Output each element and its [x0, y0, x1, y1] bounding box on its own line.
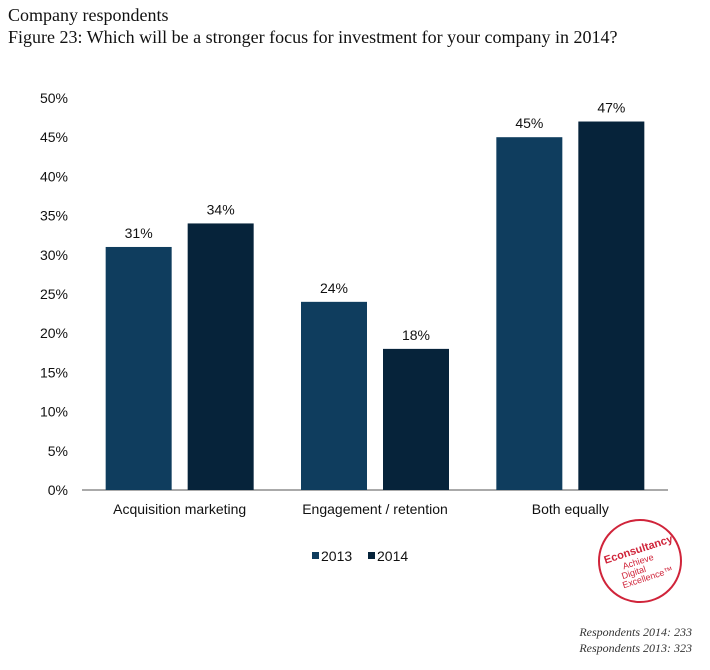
bar-2014	[187, 223, 254, 490]
y-tick-label: 20%	[40, 325, 68, 341]
bar-value-label: 31%	[125, 225, 153, 241]
y-tick-label: 0%	[48, 482, 68, 498]
legend-label-2014: 2014	[377, 548, 408, 564]
chart-title: Figure 23: Which will be a stronger focu…	[8, 27, 618, 47]
x-category-label: Both equally	[532, 501, 609, 517]
bar-2013	[496, 137, 563, 490]
bar-2013	[105, 246, 172, 490]
y-tick-label: 40%	[40, 168, 68, 184]
bar-2013	[301, 301, 367, 490]
y-tick-label: 25%	[40, 286, 68, 302]
legend-swatch-2013	[312, 552, 319, 559]
legend: 2013 2014	[312, 548, 408, 564]
respondents-note: Respondents 2014: 233 Respondents 2013: …	[579, 624, 692, 656]
logo-ring	[598, 519, 682, 603]
bar-2014	[383, 348, 449, 490]
y-axis: 0% 5% 10% 15% 20% 25% 30% 35% 40% 45% 50%	[40, 90, 68, 498]
chart-header: Company respondents Figure 23: Which wil…	[8, 4, 698, 48]
legend-swatch-2014	[368, 552, 375, 559]
x-axis-labels: Acquisition marketing Engagement / retent…	[113, 501, 609, 517]
legend-label-2013: 2013	[321, 548, 352, 564]
y-tick-label: 50%	[40, 90, 68, 106]
bar-value-label: 45%	[515, 115, 543, 131]
x-category-label: Engagement / retention	[302, 501, 448, 517]
bar-value-label: 18%	[402, 327, 430, 343]
econsultancy-logo: Econsultancy Achieve Digital Excellence™	[598, 519, 682, 603]
bar-2014	[578, 121, 645, 491]
y-tick-label: 15%	[40, 364, 68, 380]
respondents-2013: Respondents 2013: 323	[579, 641, 692, 655]
y-tick-label: 10%	[40, 404, 68, 420]
header-subtitle: Company respondents	[8, 5, 169, 25]
respondents-2014: Respondents 2014: 233	[579, 625, 692, 639]
y-tick-label: 35%	[40, 208, 68, 224]
y-tick-label: 45%	[40, 129, 68, 145]
x-category-label: Acquisition marketing	[113, 501, 246, 517]
bar-value-label: 24%	[320, 280, 348, 296]
y-tick-label: 5%	[48, 443, 68, 459]
bars: 31% 34% 24% 18% 45% 47%	[105, 100, 645, 491]
y-tick-label: 30%	[40, 247, 68, 263]
bar-value-label: 47%	[597, 100, 625, 116]
bar-value-label: 34%	[207, 201, 235, 217]
